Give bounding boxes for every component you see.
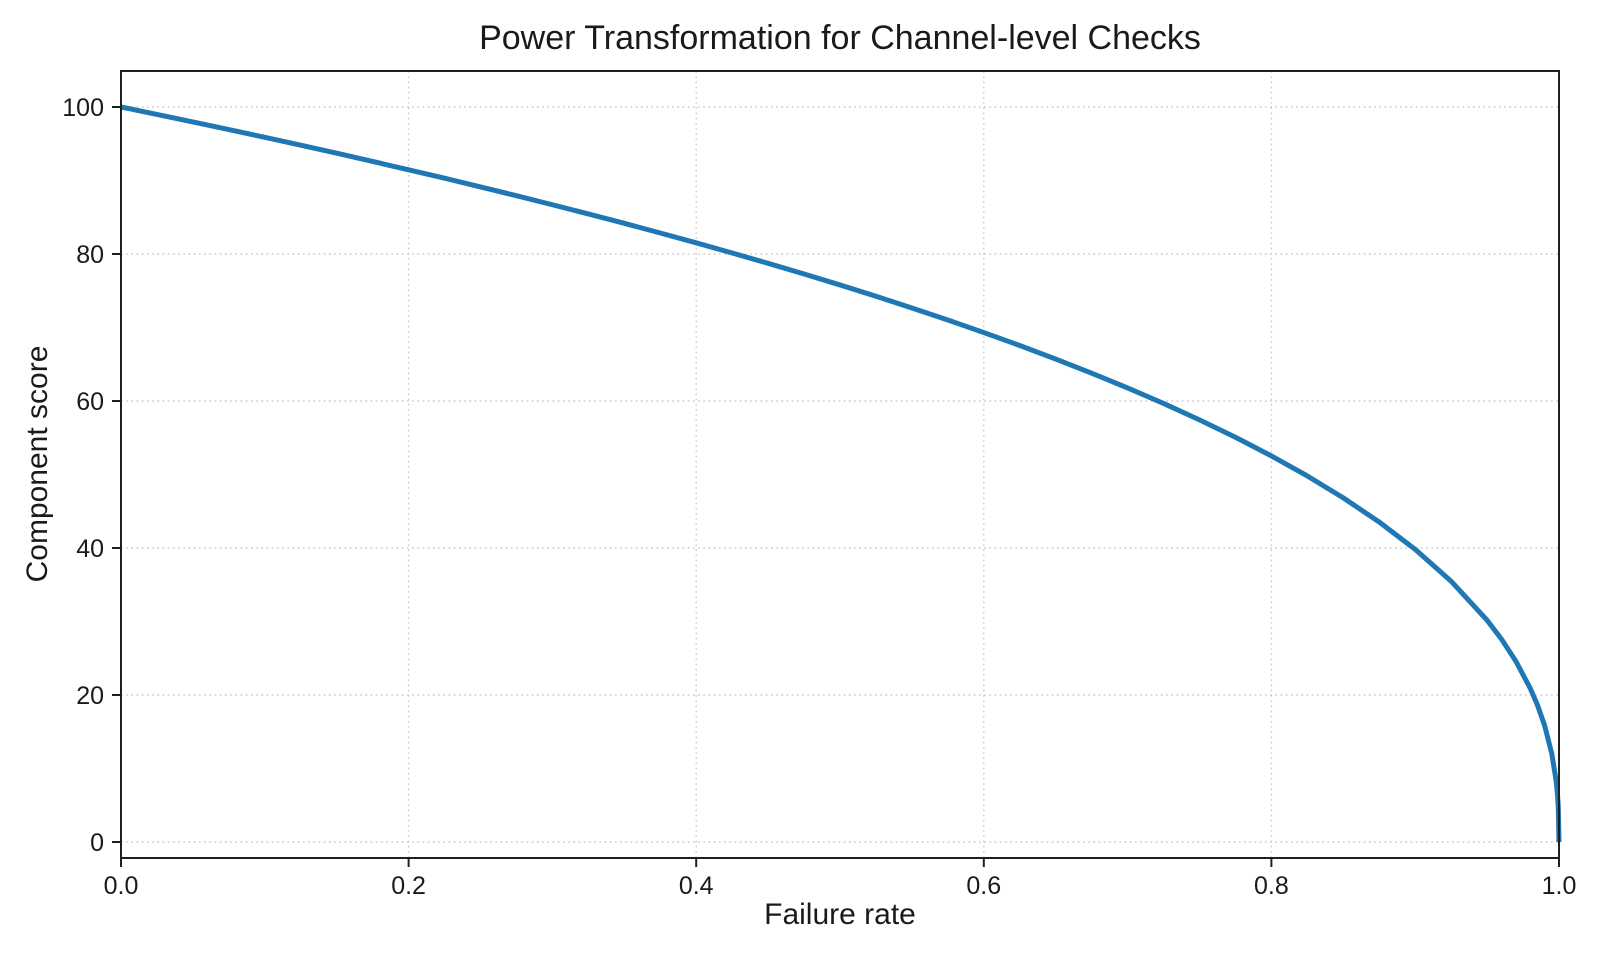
y-tick-label: 20: [76, 682, 104, 710]
y-tick-label: 0: [90, 829, 104, 857]
x-tick-label: 0.6: [966, 872, 1001, 900]
x-axis-title: Failure rate: [764, 898, 916, 931]
y-axis-title: Component score: [21, 345, 54, 583]
x-tick-label: 0.2: [391, 872, 426, 900]
x-tick-label: 0.0: [104, 872, 139, 900]
curve-line: [120, 104, 1562, 843]
x-tick-label: 1.0: [1542, 872, 1577, 900]
x-tick-label: 0.8: [1254, 872, 1289, 900]
y-tick-label: 100: [62, 94, 104, 122]
y-tick-label: 60: [76, 388, 104, 416]
chart-title: Power Transformation for Channel-level C…: [479, 19, 1201, 57]
y-tick-label: 80: [76, 241, 104, 269]
x-tick-label: 0.4: [679, 872, 714, 900]
y-tick-label: 40: [76, 535, 104, 563]
plot-border: [120, 70, 1560, 859]
